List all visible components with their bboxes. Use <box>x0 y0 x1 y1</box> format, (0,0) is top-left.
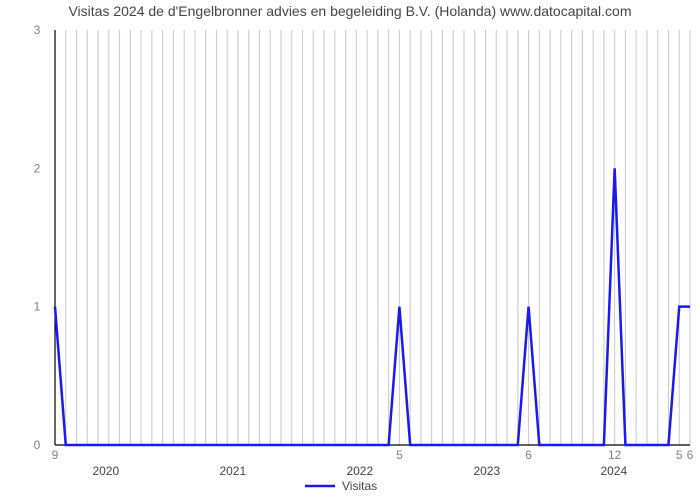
chart-title: Visitas 2024 de d'Engelbronner advies en… <box>68 3 631 19</box>
chart-background <box>0 0 700 500</box>
y-tick-label: 1 <box>34 300 41 314</box>
legend-label: Visitas <box>342 479 377 493</box>
y-tick-label: 0 <box>34 438 41 452</box>
visits-line-chart: Visitas 2024 de d'Engelbronner advies en… <box>0 0 700 500</box>
x-year-label: 2021 <box>219 464 246 478</box>
y-tick-label: 2 <box>34 161 41 175</box>
x-year-label: 2023 <box>473 464 500 478</box>
peak-annotation: 6 <box>525 448 532 462</box>
peak-annotation: 12 <box>608 448 622 462</box>
peak-annotation: 5 <box>396 448 403 462</box>
x-year-label: 2020 <box>92 464 119 478</box>
peak-annotation: 6 <box>687 448 694 462</box>
y-tick-label: 3 <box>34 23 41 37</box>
x-year-label: 2024 <box>600 464 627 478</box>
peak-annotation: 5 <box>676 448 683 462</box>
x-year-label: 2022 <box>346 464 373 478</box>
peak-annotation: 9 <box>52 448 59 462</box>
